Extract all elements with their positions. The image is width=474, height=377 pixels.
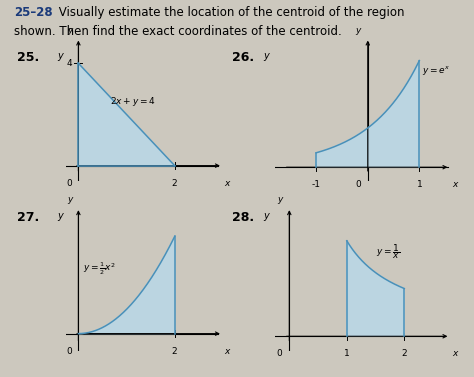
Text: 4: 4 [66, 59, 72, 68]
Text: 0: 0 [66, 178, 72, 187]
Text: 2: 2 [401, 349, 407, 358]
Text: x: x [224, 178, 230, 187]
Text: y: y [67, 26, 72, 35]
Text: y: y [277, 196, 283, 204]
Text: 0: 0 [276, 349, 283, 358]
Text: 25.: 25. [17, 51, 39, 64]
Text: y: y [356, 26, 361, 35]
Text: $y$: $y$ [57, 51, 65, 63]
Polygon shape [316, 61, 419, 167]
Text: $2x+y=4$: $2x+y=4$ [109, 95, 155, 108]
Polygon shape [347, 241, 404, 336]
Text: 0: 0 [66, 346, 72, 356]
Text: y: y [67, 196, 72, 204]
Text: 27.: 27. [17, 211, 39, 224]
Text: x: x [452, 349, 457, 358]
Polygon shape [78, 63, 174, 166]
Text: 1: 1 [417, 180, 422, 189]
Text: -1: -1 [312, 180, 321, 189]
Text: x: x [224, 346, 230, 356]
Text: 26.: 26. [232, 51, 255, 64]
Text: $y=\frac{1}{2}x^2$: $y=\frac{1}{2}x^2$ [83, 260, 116, 277]
Text: $y$: $y$ [263, 211, 271, 223]
Text: 28.: 28. [232, 211, 255, 224]
Text: 25–28: 25–28 [14, 6, 53, 18]
Text: 2: 2 [172, 178, 177, 187]
Text: 1: 1 [344, 349, 350, 358]
Text: 2: 2 [172, 346, 177, 356]
Polygon shape [78, 236, 174, 334]
Text: Visually estimate the location of the centroid of the region: Visually estimate the location of the ce… [55, 6, 404, 18]
Text: $y$: $y$ [263, 51, 271, 63]
Text: $y$: $y$ [57, 211, 65, 223]
Text: shown. Then find the exact coordinates of the centroid.: shown. Then find the exact coordinates o… [14, 25, 342, 37]
Text: 0: 0 [355, 180, 361, 189]
Text: x: x [452, 180, 457, 189]
Text: $y=e^x$: $y=e^x$ [422, 64, 450, 77]
Text: $y=\dfrac{1}{x}$: $y=\dfrac{1}{x}$ [375, 242, 400, 261]
